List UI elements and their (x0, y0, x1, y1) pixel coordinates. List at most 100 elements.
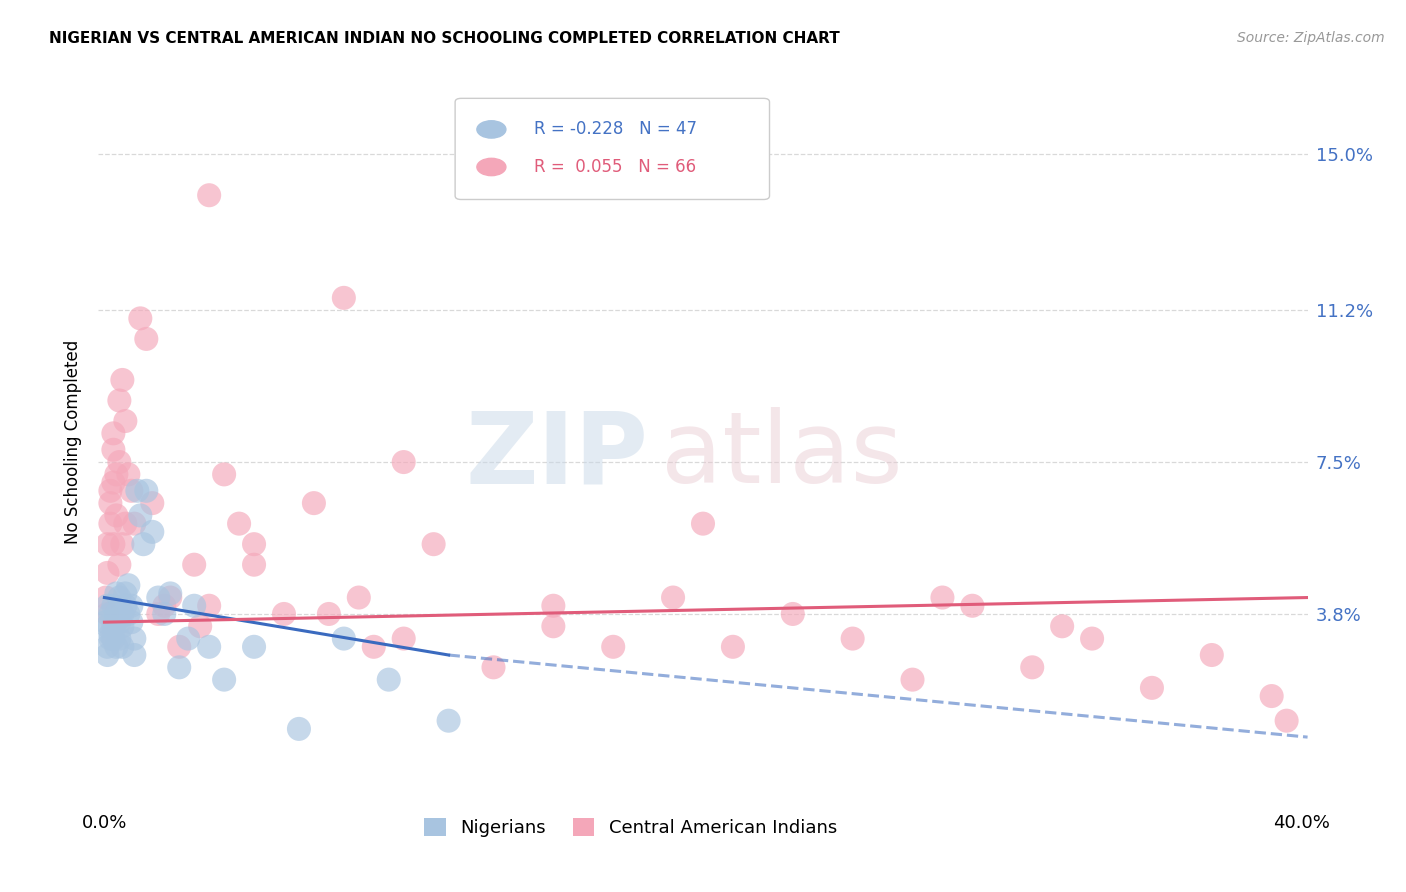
Point (1081, 632, 1104, 646)
Point (543, 599, 565, 613)
Point (901, 673, 924, 687)
Point (662, 591, 685, 605)
Point (129, 311, 152, 326)
Point (437, 714, 460, 728)
Point (100, 483, 122, 498)
Point (103, 442, 125, 457)
Point (111, 640, 134, 654)
Point (692, 516, 714, 531)
Point (141, 496, 163, 510)
Point (120, 615, 142, 630)
Point (108, 455, 131, 469)
FancyBboxPatch shape (456, 98, 769, 200)
Point (105, 607, 128, 621)
Point (94, 615, 117, 630)
Point (114, 414, 136, 428)
Point (392, 455, 415, 469)
Point (103, 537, 125, 551)
Point (148, 591, 170, 605)
Point (198, 188, 221, 202)
Point (105, 640, 128, 654)
Point (188, 619, 211, 633)
Point (111, 373, 134, 387)
Point (183, 599, 205, 613)
Point (111, 607, 134, 621)
Point (159, 586, 181, 600)
Point (103, 619, 125, 633)
Point (243, 558, 266, 572)
Point (114, 599, 136, 613)
Point (377, 673, 399, 687)
Point (103, 475, 125, 490)
Point (602, 640, 624, 654)
Point (96, 537, 118, 551)
Point (212, 673, 235, 687)
Point (108, 611, 131, 625)
Point (135, 483, 157, 498)
Text: Source: ZipAtlas.com: Source: ZipAtlas.com (1237, 31, 1385, 45)
Legend: Nigerians, Central American Indians: Nigerians, Central American Indians (416, 811, 844, 845)
Point (103, 632, 125, 646)
Point (108, 591, 131, 605)
Point (100, 496, 122, 510)
Point (273, 607, 295, 621)
Point (141, 524, 163, 539)
Point (333, 632, 356, 646)
Point (153, 599, 176, 613)
Point (721, 640, 744, 654)
Point (167, 660, 190, 674)
Point (243, 537, 266, 551)
Point (1201, 648, 1223, 662)
Point (422, 537, 444, 551)
Point (100, 516, 122, 531)
Point (482, 660, 505, 674)
Text: NIGERIAN VS CENTRAL AMERICAN INDIAN NO SCHOOLING COMPLETED CORRELATION CHART: NIGERIAN VS CENTRAL AMERICAN INDIAN NO S… (49, 31, 839, 46)
Point (135, 332, 157, 346)
Point (129, 508, 152, 523)
Point (148, 607, 170, 621)
Point (198, 640, 221, 654)
Point (94, 591, 117, 605)
Text: R =  0.055   N = 66: R = 0.055 N = 66 (534, 158, 696, 176)
Point (100, 607, 122, 621)
Text: atlas: atlas (661, 408, 903, 505)
Point (120, 599, 142, 613)
Point (100, 632, 122, 646)
Point (198, 599, 221, 613)
Point (124, 632, 146, 646)
Point (111, 619, 134, 633)
Point (96, 619, 118, 633)
Point (931, 591, 953, 605)
Point (159, 591, 181, 605)
Point (117, 607, 139, 621)
Point (167, 640, 190, 654)
Point (108, 632, 131, 646)
Point (105, 467, 128, 482)
Point (177, 632, 200, 646)
Point (288, 722, 311, 736)
Point (1275, 714, 1298, 728)
Point (392, 632, 415, 646)
Point (243, 640, 266, 654)
Point (183, 558, 205, 572)
Text: ZIP: ZIP (465, 408, 648, 505)
Point (96, 566, 118, 580)
Point (1050, 619, 1073, 633)
Point (363, 640, 385, 654)
Point (1021, 660, 1043, 674)
Point (100, 627, 122, 641)
Point (153, 607, 176, 621)
Point (333, 291, 356, 305)
Point (114, 516, 136, 531)
Circle shape (477, 120, 506, 138)
Circle shape (477, 158, 506, 176)
Point (212, 467, 235, 482)
Point (111, 537, 134, 551)
Point (108, 393, 131, 408)
Point (782, 607, 804, 621)
Point (117, 578, 139, 592)
Point (120, 483, 142, 498)
Point (841, 632, 863, 646)
Point (962, 599, 984, 613)
Point (96, 648, 118, 662)
